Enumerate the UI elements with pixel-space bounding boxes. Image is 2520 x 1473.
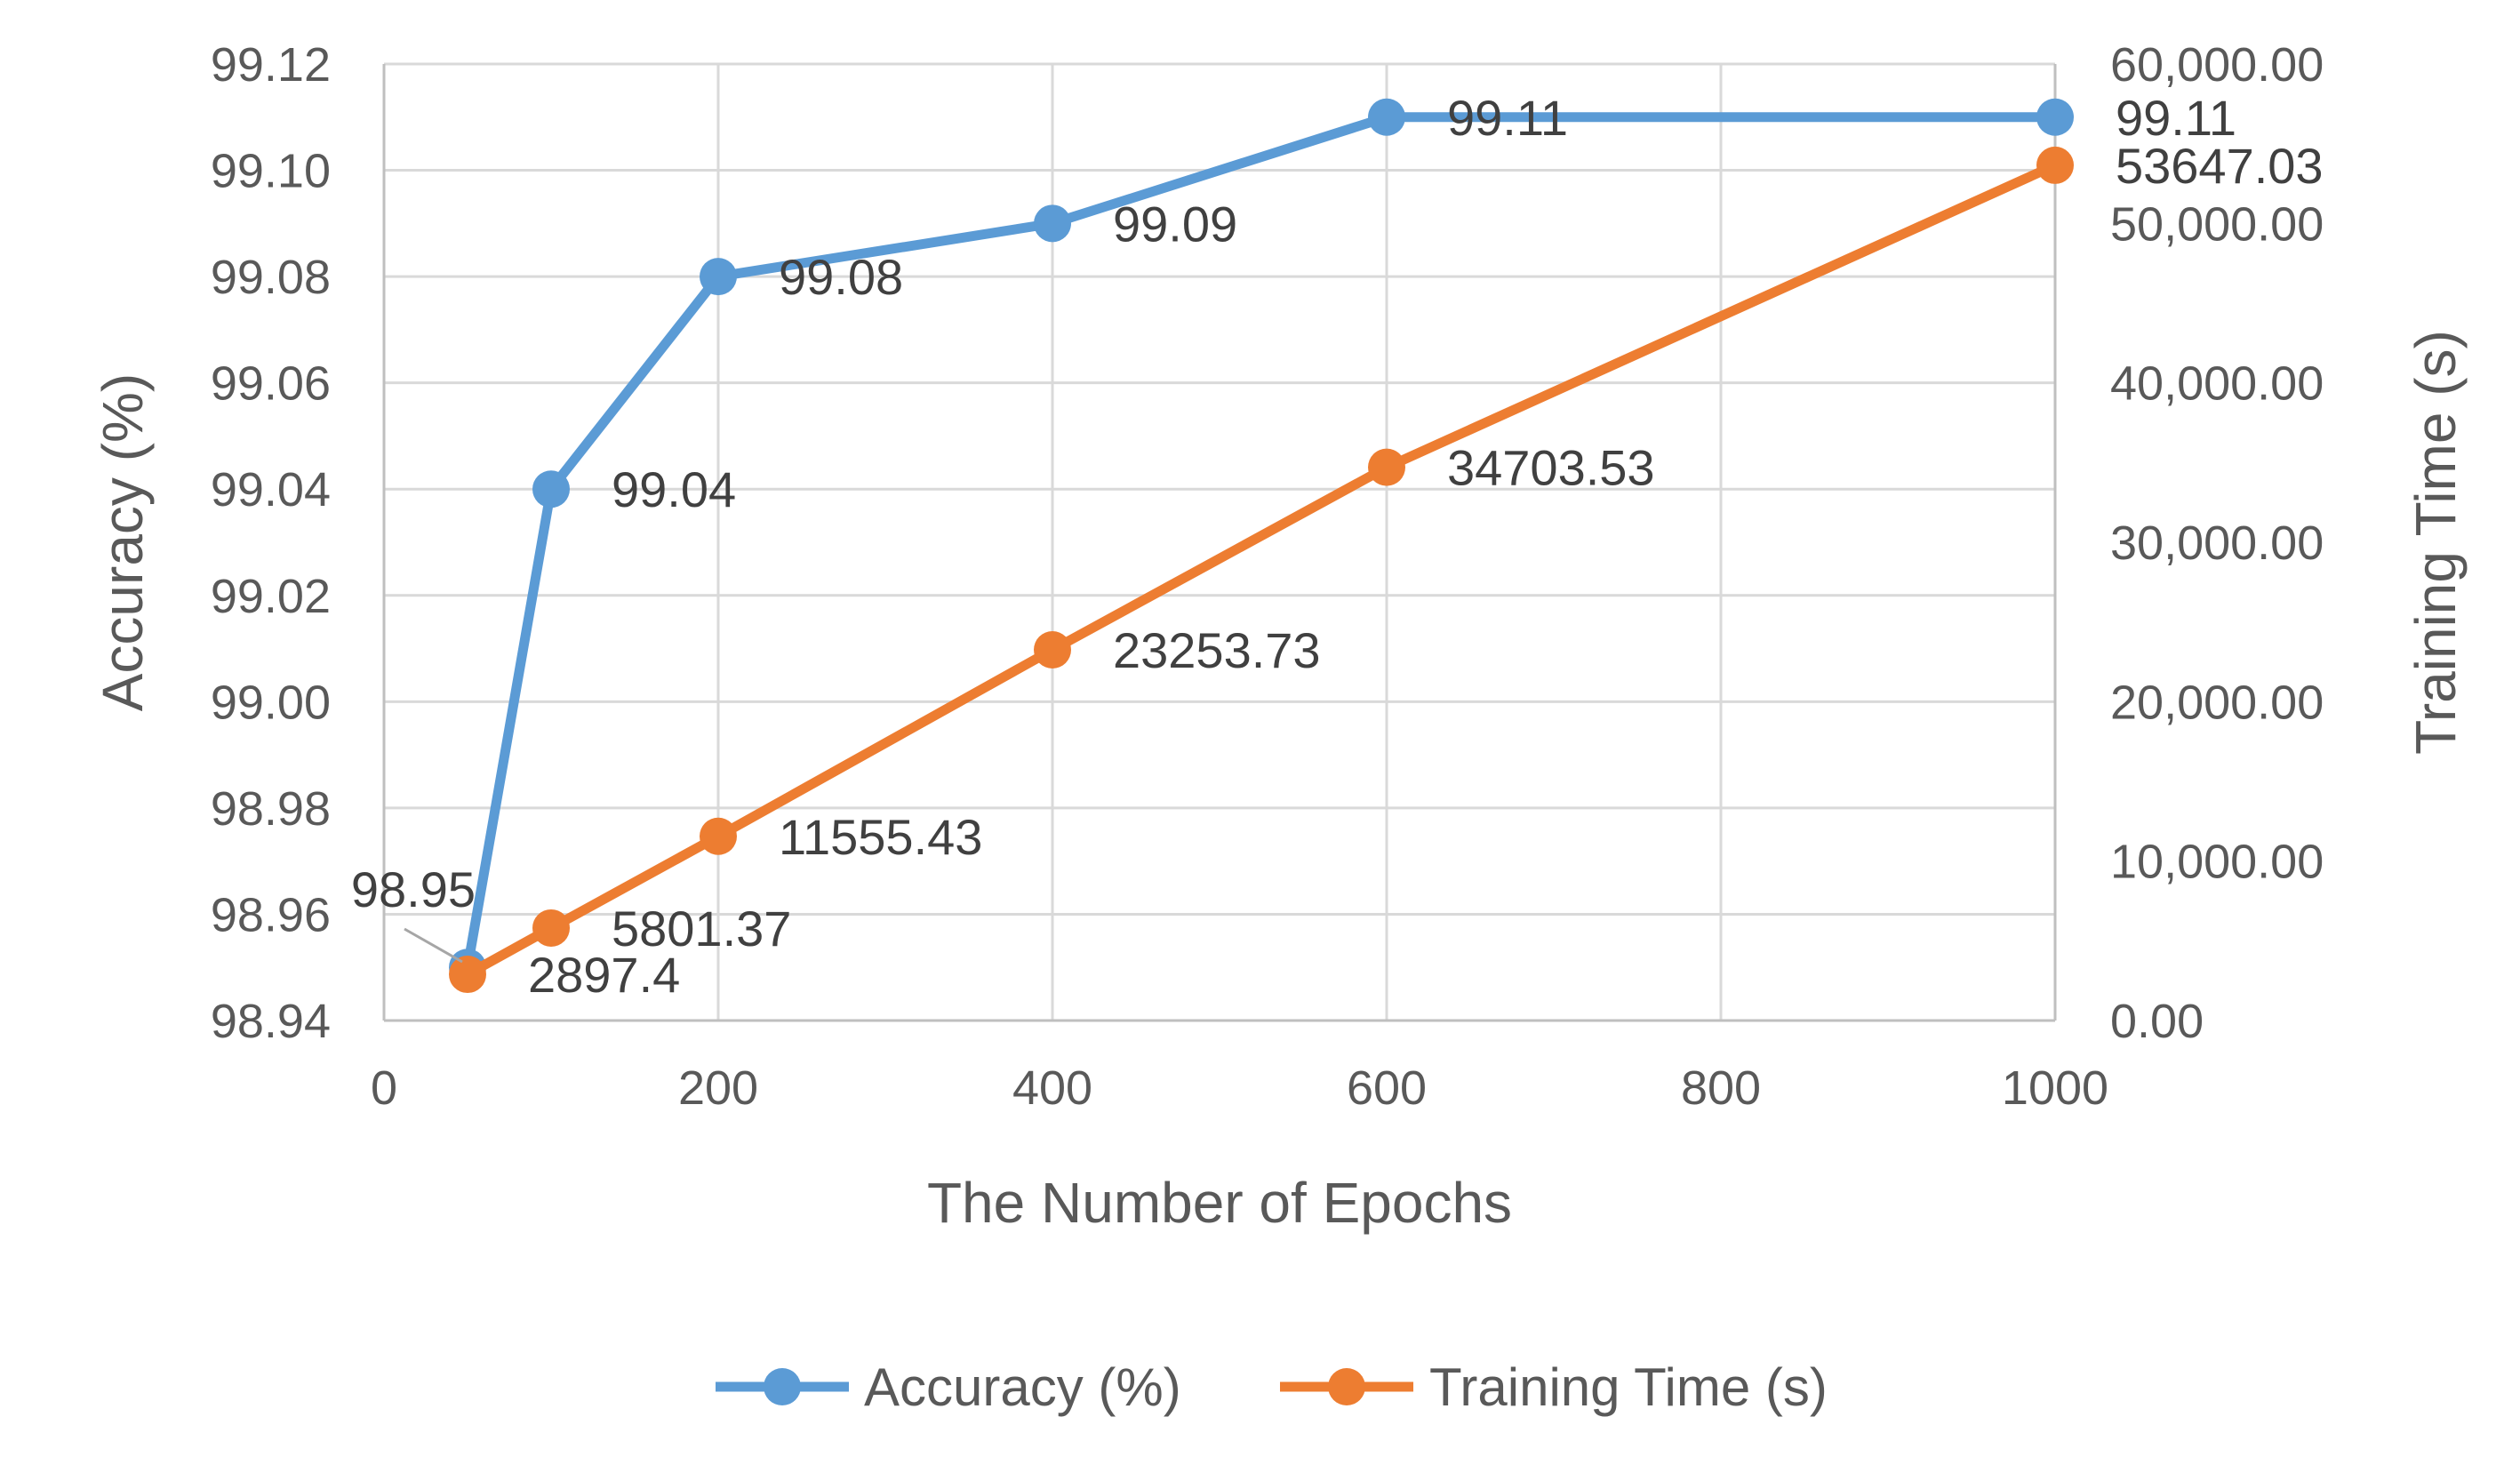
y2-tick-label: 50,000.00 — [2110, 197, 2324, 251]
y2-tick-label: 20,000.00 — [2110, 676, 2324, 729]
y-tick-label: 99.12 — [211, 38, 331, 92]
data-label-layer: 98.95 99.04 99.08 99.09 99.11 99.11 2897.45801… — [351, 90, 2324, 1003]
data-label: 99.08 — [779, 249, 903, 305]
data-label: 98.95 — [351, 861, 476, 917]
x-tick-label: 600 — [1347, 1061, 1427, 1115]
data-label: 2897.4 — [528, 947, 680, 1003]
data-point — [1368, 98, 1405, 136]
y2-tick-label: 10,000.00 — [2110, 836, 2324, 889]
data-point — [2036, 146, 2074, 184]
y-tick-label: 98.96 — [211, 888, 331, 941]
series-line-0 — [462, 112, 2060, 973]
data-label: 53647.03 — [2116, 138, 2324, 194]
y2-tick-label: 0.00 — [2110, 995, 2204, 1048]
y-tick-label: 99.06 — [211, 357, 331, 411]
data-point — [532, 909, 570, 947]
data-point — [700, 258, 737, 296]
data-point — [1034, 630, 1071, 668]
y-tick-label: 99.10 — [211, 145, 331, 198]
legend-label: Training Time (s) — [1429, 1357, 1828, 1417]
data-label: 99.11 — [2116, 90, 2236, 146]
y-axis-title: Accuracy (%) — [91, 373, 155, 712]
data-label: 99.09 — [1113, 196, 1237, 252]
y-tick-label: 99.08 — [211, 251, 331, 304]
data-point — [449, 956, 486, 994]
x-tick-label: 800 — [1681, 1061, 1761, 1115]
data-label: 5801.37 — [612, 901, 791, 957]
data-label: 11555.43 — [779, 809, 982, 865]
y-tick-label: 98.98 — [211, 782, 331, 836]
axis-layer: 98.94 98.96 98.98 99.00 99.02 99.04 99.06 99.08… — [211, 38, 2324, 1115]
data-point — [1034, 204, 1071, 243]
legend-label: Accuracy (%) — [864, 1357, 1181, 1417]
data-label: 34703.53 — [1447, 440, 1655, 496]
y-tick-label: 98.94 — [211, 995, 331, 1048]
data-label: 23253.73 — [1113, 622, 1321, 678]
y-tick-label: 99.04 — [211, 463, 331, 516]
x-axis-title: The Number of Epochs — [927, 1171, 1512, 1235]
y2-axis-title: Training Time (s) — [2404, 330, 2468, 755]
y2-tick-label: 30,000.00 — [2110, 516, 2324, 570]
data-point — [2036, 98, 2074, 136]
legend-marker — [764, 1368, 801, 1405]
x-tick-label: 200 — [678, 1061, 758, 1115]
x-tick-label: 1000 — [2002, 1061, 2108, 1115]
data-point — [1368, 448, 1405, 486]
series-layer — [449, 98, 2074, 994]
x-tick-label: 400 — [1012, 1061, 1092, 1115]
x-tick-label: 0 — [371, 1061, 397, 1115]
legend-marker — [1328, 1368, 1365, 1405]
data-point — [532, 470, 570, 508]
legend: Accuracy (%) Training Time (s) — [716, 1357, 1828, 1417]
y-tick-label: 99.00 — [211, 676, 331, 729]
y2-tick-label: 60,000.00 — [2110, 38, 2324, 92]
data-point — [700, 817, 737, 855]
data-label: 99.04 — [612, 461, 736, 517]
leader-line — [404, 927, 463, 964]
data-label: 99.11 — [1447, 90, 1568, 146]
y2-tick-label: 40,000.00 — [2110, 357, 2324, 411]
y-tick-label: 99.02 — [211, 570, 331, 623]
